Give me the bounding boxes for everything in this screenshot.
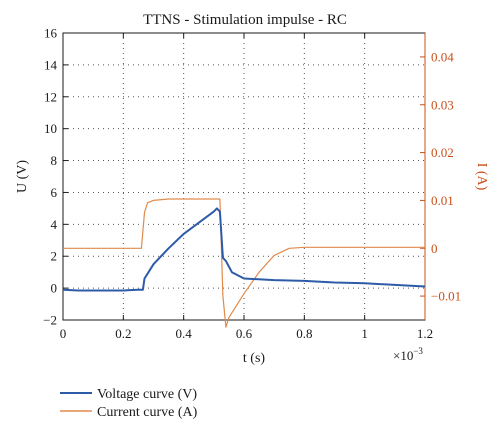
y-left-tick-label: 2 — [51, 249, 58, 264]
series-lines — [62, 198, 426, 328]
plot-area — [62, 32, 426, 321]
x-tick-label: 0.4 — [176, 326, 193, 341]
current-curve-line — [63, 198, 425, 328]
y-right-tick-label: 0.02 — [431, 145, 454, 160]
y-right-tick-label: 0 — [431, 241, 438, 256]
y-left-tick-label: −2 — [43, 313, 57, 328]
x-axis-multiplier: ×10−3 — [393, 346, 423, 363]
x-tick-label: 0.8 — [296, 326, 312, 341]
grid — [63, 33, 425, 320]
x-tick-label: 1.2 — [417, 326, 433, 341]
voltage-curve-line — [62, 207, 426, 292]
y-left-tick-label: 14 — [44, 57, 58, 72]
legend: Voltage curve (V) Current curve (A) — [60, 387, 198, 420]
y-left-tick-label: 10 — [44, 121, 57, 136]
y-left-tick-label: 4 — [51, 217, 58, 232]
y-left-tick-label: 0 — [51, 281, 58, 296]
y-axis-label-left: U (V) — [15, 160, 30, 193]
x-tick-label: 1 — [361, 326, 368, 341]
y-right-tick-label: 0.01 — [431, 193, 454, 208]
y-left-tick-label: 8 — [51, 153, 58, 168]
x-tick-label: 0.2 — [115, 326, 131, 341]
x-tick-label: 0.6 — [236, 326, 253, 341]
y-right-tick-label: 0.03 — [431, 97, 454, 112]
chart-title: TTNS - Stimulation impulse - RC — [143, 12, 347, 28]
x-tick-label: 0 — [60, 326, 67, 341]
legend-label-current: Current curve (A) — [97, 405, 198, 420]
y-left-tick-label: 16 — [44, 26, 58, 41]
legend-label-voltage: Voltage curve (V) — [97, 387, 197, 402]
y-right-tick-label: −0.01 — [431, 289, 461, 304]
y-left-tick-label: 6 — [51, 185, 58, 200]
y-left-tick-label: 12 — [44, 89, 57, 104]
y-axis-label-right: I (A) — [474, 163, 489, 191]
y-right-tick-label: 0.04 — [431, 49, 454, 64]
x-axis-label: t (s) — [243, 351, 266, 366]
axis-ticks: 0 0.2 0.4 0.6 0.8 1 1.2−20246810121416−0.0100.… — [43, 26, 461, 342]
